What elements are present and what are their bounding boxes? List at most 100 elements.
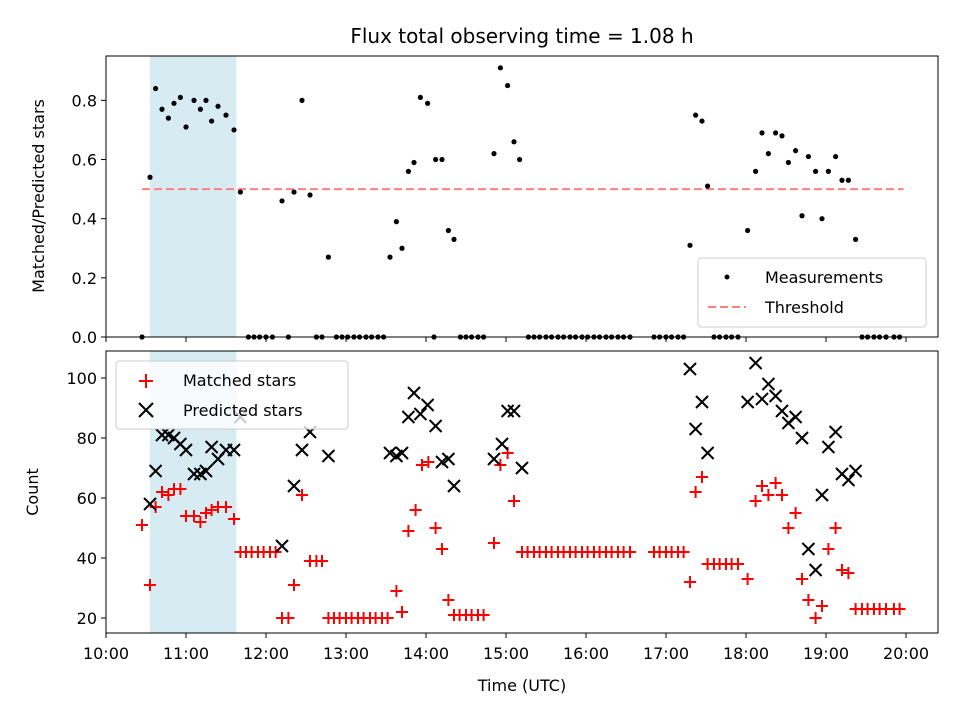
matched-star-point	[220, 501, 232, 513]
matched-star-point	[396, 606, 408, 618]
measurement-point	[399, 245, 405, 251]
bottom-x-tick-label: 18:00	[723, 644, 769, 663]
matched-star-point	[162, 489, 175, 501]
matched-star-point	[136, 519, 148, 531]
legend-measurements-label: Measurements	[765, 268, 883, 287]
predicted-star-point	[420, 398, 435, 412]
predicted-star-point	[515, 461, 529, 475]
measurement-point	[799, 213, 805, 219]
measurement-point	[411, 159, 417, 166]
predicted-star-point	[407, 386, 421, 400]
measurement-point	[451, 236, 457, 242]
measurement-point	[773, 130, 779, 136]
chart-title: Flux total observing time = 1.08 h	[350, 24, 693, 48]
matched-star-point	[789, 507, 802, 519]
measurement-point	[209, 118, 215, 124]
bottom-x-tick-label: 11:00	[163, 644, 209, 663]
measurement-point	[231, 127, 237, 133]
matched-star-point	[296, 489, 308, 501]
measurement-point	[197, 106, 203, 112]
measurement-point	[833, 153, 839, 160]
predicted-star-point	[768, 389, 783, 403]
matched-star-point	[205, 504, 218, 516]
bottom-y-tick-label: 100	[66, 369, 97, 388]
measurement-point	[517, 156, 523, 163]
measurement-point	[425, 100, 431, 106]
predicted-star-point	[500, 404, 515, 418]
predicted-stars-points	[143, 356, 863, 577]
predicted-star-point	[401, 410, 416, 424]
measurement-point	[511, 139, 517, 145]
bottom-y-ticks: 20 40 60 80 100	[66, 369, 106, 628]
measurement-point	[753, 168, 759, 174]
bottom-x-tick-label: 15:00	[483, 644, 529, 663]
matched-star-point	[829, 522, 842, 534]
measurement-point	[203, 97, 209, 103]
matched-star-point	[822, 543, 835, 555]
bottom-panel-frame	[105, 350, 939, 634]
measurement-point	[177, 94, 183, 101]
matched-star-point	[174, 483, 187, 495]
predicted-star-point	[428, 419, 443, 433]
measurement-point	[237, 189, 243, 195]
predicted-star-point	[775, 404, 789, 418]
matched-star-point	[381, 612, 394, 624]
measurement-point	[393, 219, 399, 225]
matched-star-point	[194, 516, 207, 528]
measurement-point	[439, 156, 445, 163]
predicted-star-point	[788, 410, 803, 424]
predicted-star-point	[321, 449, 336, 463]
matched-star-point	[776, 489, 788, 501]
bottom-legend-box	[115, 360, 349, 430]
matched-star-point	[269, 546, 282, 558]
matched-star-point	[402, 525, 415, 537]
bottom-x-tick-label: 20:00	[883, 644, 929, 663]
predicted-star-point	[287, 479, 301, 493]
measurement-point	[299, 97, 305, 103]
bottom-x-tick-label: 17:00	[643, 644, 689, 663]
bottom-x-tick-label: 13:00	[323, 644, 369, 663]
measurement-point	[491, 151, 497, 157]
predicted-star-point	[821, 440, 836, 454]
matched-star-point	[144, 579, 156, 591]
matched-star-point	[316, 555, 328, 567]
matched-star-point	[684, 576, 696, 588]
measurement-point	[405, 168, 411, 174]
predicted-star-point	[447, 479, 461, 493]
bottom-legend: Matched stars Predicted stars	[115, 360, 349, 430]
measurement-point	[699, 118, 705, 124]
matched-star-point	[842, 567, 855, 579]
measurement-point	[825, 168, 832, 174]
measurement-point	[153, 85, 159, 92]
matched-star-point	[282, 612, 295, 624]
bottom-x-tick-label: 10:00	[83, 644, 129, 663]
measurement-point	[785, 159, 792, 166]
predicted-star-point	[187, 467, 201, 481]
predicted-star-point	[507, 404, 521, 418]
matched-star-point	[782, 522, 795, 534]
measurement-point	[845, 177, 852, 183]
matched-star-point	[816, 600, 828, 612]
matched-star-point	[488, 537, 500, 549]
bottom-x-tick-label: 12:00	[243, 644, 289, 663]
measurement-point	[497, 65, 503, 71]
measurement-point	[759, 130, 765, 136]
matched-star-point	[422, 456, 435, 468]
measurement-point	[223, 112, 229, 118]
measurement-point	[819, 216, 825, 222]
top-y-tick-label: 0.6	[72, 151, 97, 170]
matched-star-point	[508, 495, 520, 507]
bottom-y-tick-label: 20	[77, 609, 97, 628]
bottom-y-tick-label: 40	[77, 549, 97, 568]
predicted-star-point	[441, 452, 456, 466]
matched-star-point	[624, 546, 636, 558]
matched-star-point	[416, 459, 428, 471]
bottom-x-tick-label: 14:00	[403, 644, 449, 663]
predicted-star-point	[495, 437, 509, 451]
predicted-star-point	[815, 488, 829, 502]
predicted-star-point	[179, 443, 193, 457]
predicted-star-point	[413, 407, 428, 421]
matched-star-point	[677, 546, 690, 558]
measurement-point	[291, 189, 297, 195]
